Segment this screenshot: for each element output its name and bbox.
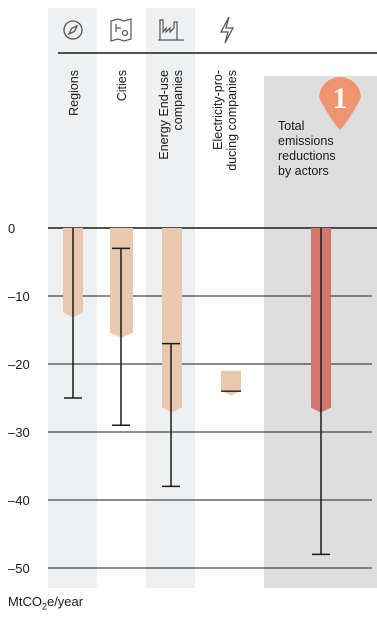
y-axis-unit-label: MtCO2e/year — [8, 594, 83, 612]
badge-number: 1 — [333, 82, 348, 115]
total-category-label: by actors — [278, 164, 329, 178]
city-map-icon — [110, 18, 132, 42]
category-label: ducing companies — [225, 70, 239, 171]
map-pin — [121, 29, 129, 37]
category-label: Cities — [115, 70, 129, 101]
category-label: Energy End-use — [157, 70, 171, 160]
unit-prefix: MtCO — [8, 594, 42, 609]
factory-outline — [158, 19, 184, 41]
bar — [162, 228, 182, 413]
y-tick-label: 0 — [8, 221, 15, 236]
bar — [221, 370, 241, 396]
factory-icon — [158, 19, 184, 41]
category-label: companies — [171, 70, 185, 130]
unit-subscript: 2 — [41, 601, 47, 612]
lightning-bolt — [219, 16, 235, 44]
compass-icon — [63, 20, 83, 40]
lightning-icon — [219, 16, 235, 44]
total-category-label: Total — [278, 119, 304, 133]
map-outline — [110, 18, 132, 42]
badge-marker — [319, 77, 361, 130]
compass-needle — [67, 24, 79, 36]
category-label: Electricity-pro- — [211, 70, 225, 150]
y-tick-label: –40 — [8, 493, 30, 508]
y-tick-label: –50 — [8, 561, 30, 576]
compass-ring — [63, 20, 83, 40]
total-category-label: emissions — [278, 134, 334, 148]
map-roads — [115, 24, 121, 32]
y-tick-label: –30 — [8, 425, 30, 440]
unit-suffix: e/year — [46, 594, 84, 609]
total-category-label: reductions — [278, 149, 336, 163]
category-label: Regions — [67, 70, 81, 116]
y-tick-label: –20 — [8, 357, 30, 372]
y-tick-label: –10 — [8, 289, 30, 304]
